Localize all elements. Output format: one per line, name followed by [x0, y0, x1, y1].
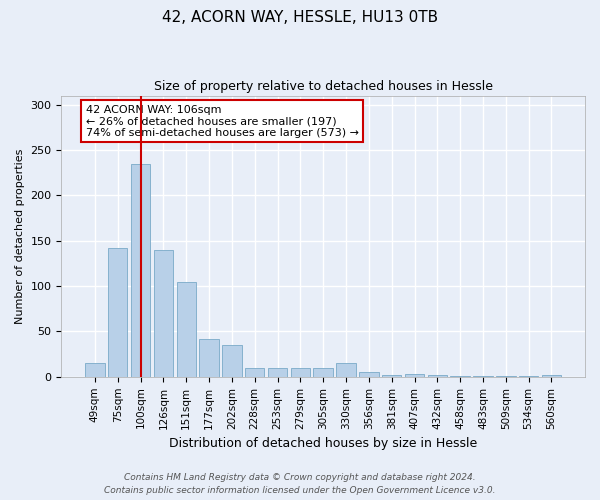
Bar [154, 250, 173, 377]
Bar [313, 368, 333, 377]
Bar [131, 164, 150, 377]
Bar [222, 345, 242, 377]
Text: 42 ACORN WAY: 106sqm
← 26% of detached houses are smaller (197)
74% of semi-deta: 42 ACORN WAY: 106sqm ← 26% of detached h… [86, 104, 359, 138]
Bar [245, 368, 265, 377]
Bar [382, 375, 401, 377]
Bar [451, 376, 470, 377]
X-axis label: Distribution of detached houses by size in Hessle: Distribution of detached houses by size … [169, 437, 478, 450]
Bar [473, 376, 493, 377]
Bar [85, 363, 104, 377]
Bar [290, 368, 310, 377]
Bar [405, 374, 424, 377]
Bar [108, 248, 127, 377]
Title: Size of property relative to detached houses in Hessle: Size of property relative to detached ho… [154, 80, 493, 93]
Bar [496, 376, 515, 377]
Y-axis label: Number of detached properties: Number of detached properties [15, 148, 25, 324]
Bar [337, 363, 356, 377]
Bar [428, 375, 447, 377]
Text: 42, ACORN WAY, HESSLE, HU13 0TB: 42, ACORN WAY, HESSLE, HU13 0TB [162, 10, 438, 25]
Bar [199, 338, 219, 377]
Bar [359, 372, 379, 377]
Bar [519, 376, 538, 377]
Bar [176, 282, 196, 377]
Text: Contains HM Land Registry data © Crown copyright and database right 2024.
Contai: Contains HM Land Registry data © Crown c… [104, 474, 496, 495]
Bar [542, 375, 561, 377]
Bar [268, 368, 287, 377]
